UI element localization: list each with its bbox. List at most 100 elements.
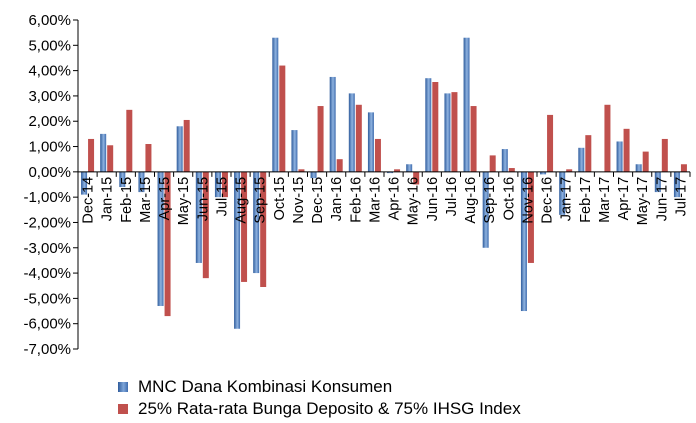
legend-swatch-series-1 (118, 382, 128, 392)
bar-series-1 (234, 171, 241, 329)
bar-series-2 (126, 109, 133, 172)
x-tick-label: Apr-17 (616, 177, 632, 221)
bar-series-1 (578, 147, 585, 172)
bar-series-2 (604, 104, 611, 172)
bar-series-2 (355, 104, 362, 172)
bar-series-2 (432, 82, 439, 172)
bar-series-1 (100, 133, 107, 172)
x-tick-label: Jul-17 (673, 177, 689, 217)
bar-series-1 (616, 141, 623, 172)
bar-series-1 (559, 171, 566, 215)
x-tick-label: May-16 (406, 177, 422, 225)
legend-item-series-1: MNC Dana Kombinasi Konsumen (118, 376, 521, 398)
x-tick-label: Apr-16 (387, 177, 403, 221)
x-tick-label: Dec-14 (81, 177, 97, 224)
x-tick-label: Mar-16 (367, 177, 383, 223)
x-tick-label: Jul-15 (214, 177, 230, 217)
y-tick-label: -2,00% (23, 214, 71, 231)
bar-series-1 (348, 93, 355, 172)
x-tick-label: Jun-16 (425, 177, 441, 221)
x-tick-label: Jul-16 (444, 177, 460, 217)
bar-series-1 (272, 37, 279, 172)
bar-series-1 (253, 171, 260, 274)
y-tick-label: -5,00% (23, 290, 71, 307)
bars (81, 37, 687, 329)
bar-series-1 (673, 171, 680, 198)
y-tick-label: -4,00% (23, 265, 71, 282)
bar-series-1 (367, 112, 374, 172)
legend-label-series-1: MNC Dana Kombinasi Konsumen (138, 377, 393, 396)
x-tick-label: Feb-17 (578, 177, 594, 223)
y-tick-label: 1,00% (28, 139, 71, 156)
bar-series-2 (317, 106, 324, 172)
bar-series-2 (260, 171, 267, 287)
x-tick-label: Feb-15 (119, 177, 135, 223)
bar-series-2 (623, 128, 630, 172)
bar-series-2 (451, 92, 458, 172)
bar-series-1 (214, 171, 221, 198)
bar-series-1 (635, 164, 642, 172)
x-tick-label: Aug-15 (234, 177, 250, 224)
y-tick-label: -3,00% (23, 240, 71, 257)
bar-series-2 (88, 138, 95, 172)
x-tick-label: Oct-16 (501, 177, 517, 221)
legend-item-series-2: 25% Rata-rata Bunga Deposito & 75% IHSG … (118, 398, 521, 420)
x-tick-label: Jun-15 (195, 177, 211, 221)
bar-series-2 (566, 169, 573, 172)
bar-series-1 (654, 171, 661, 193)
bar-series-2 (527, 171, 534, 263)
legend-swatch-series-2 (118, 404, 128, 414)
bar-series-1 (291, 130, 298, 172)
bar-series-1 (425, 78, 432, 172)
bar-series-1 (520, 171, 527, 312)
bar-series-1 (157, 171, 164, 306)
bar-series-2 (241, 171, 248, 282)
bar-series-1 (444, 93, 451, 172)
bar-series-2 (202, 171, 209, 279)
bar-series-2 (642, 151, 649, 172)
x-tick-label: Dec-16 (540, 177, 556, 224)
bar-series-2 (183, 119, 190, 172)
bar-series-2 (547, 114, 554, 172)
bar-series-1 (195, 171, 202, 263)
legend-label-series-2: 25% Rata-rata Bunga Deposito & 75% IHSG … (138, 399, 521, 418)
bar-series-2 (394, 169, 401, 172)
x-axis: Dec-14 Jan-15 Feb-15 Mar-15 Apr-15 May-15 Jun-… (77, 171, 691, 225)
x-tick-label: Dec-15 (310, 177, 326, 224)
x-tick-label: Aug-16 (463, 177, 479, 224)
bar-series-1 (501, 149, 508, 172)
bar-series-1 (176, 126, 183, 172)
bar-series-2 (585, 135, 592, 172)
x-tick-label: Jan-16 (329, 177, 345, 221)
bar-series-2 (489, 155, 496, 172)
x-tick-label: May-15 (176, 177, 192, 225)
bar-series-2 (164, 171, 171, 317)
x-tick-label: Sep-16 (482, 177, 498, 224)
x-tick-label: May-17 (635, 177, 651, 225)
bar-series-2 (107, 145, 114, 172)
bar-series-2 (508, 168, 515, 172)
bar-series-1 (540, 171, 547, 175)
bar-series-2 (145, 144, 152, 172)
y-axis: 6,00% 5,00% 4,00% 3,00% 2,00% 1,00% 0,00% -1,00… (23, 12, 79, 358)
bar-series-1 (81, 171, 88, 195)
bar-series-1 (310, 171, 317, 179)
x-tick-label: Nov-15 (291, 177, 307, 224)
bar-series-1 (329, 76, 336, 172)
bar-series-2 (374, 138, 381, 172)
bar-series-1 (119, 171, 126, 188)
bar-series-1 (138, 171, 145, 193)
x-tick-label: Sep-15 (253, 177, 269, 224)
bar-series-1 (406, 164, 413, 172)
bar-series-2 (279, 65, 286, 172)
bar-series-1 (463, 37, 470, 172)
y-tick-label: 5,00% (28, 37, 71, 54)
x-tick-label: Jun-17 (654, 177, 670, 221)
bar-series-2 (336, 159, 343, 172)
bar-series-2 (680, 164, 687, 172)
bar-series-2 (221, 171, 228, 198)
bar-series-2 (661, 138, 668, 172)
y-tick-label: -1,00% (23, 189, 71, 206)
y-tick-label: -6,00% (23, 316, 71, 333)
